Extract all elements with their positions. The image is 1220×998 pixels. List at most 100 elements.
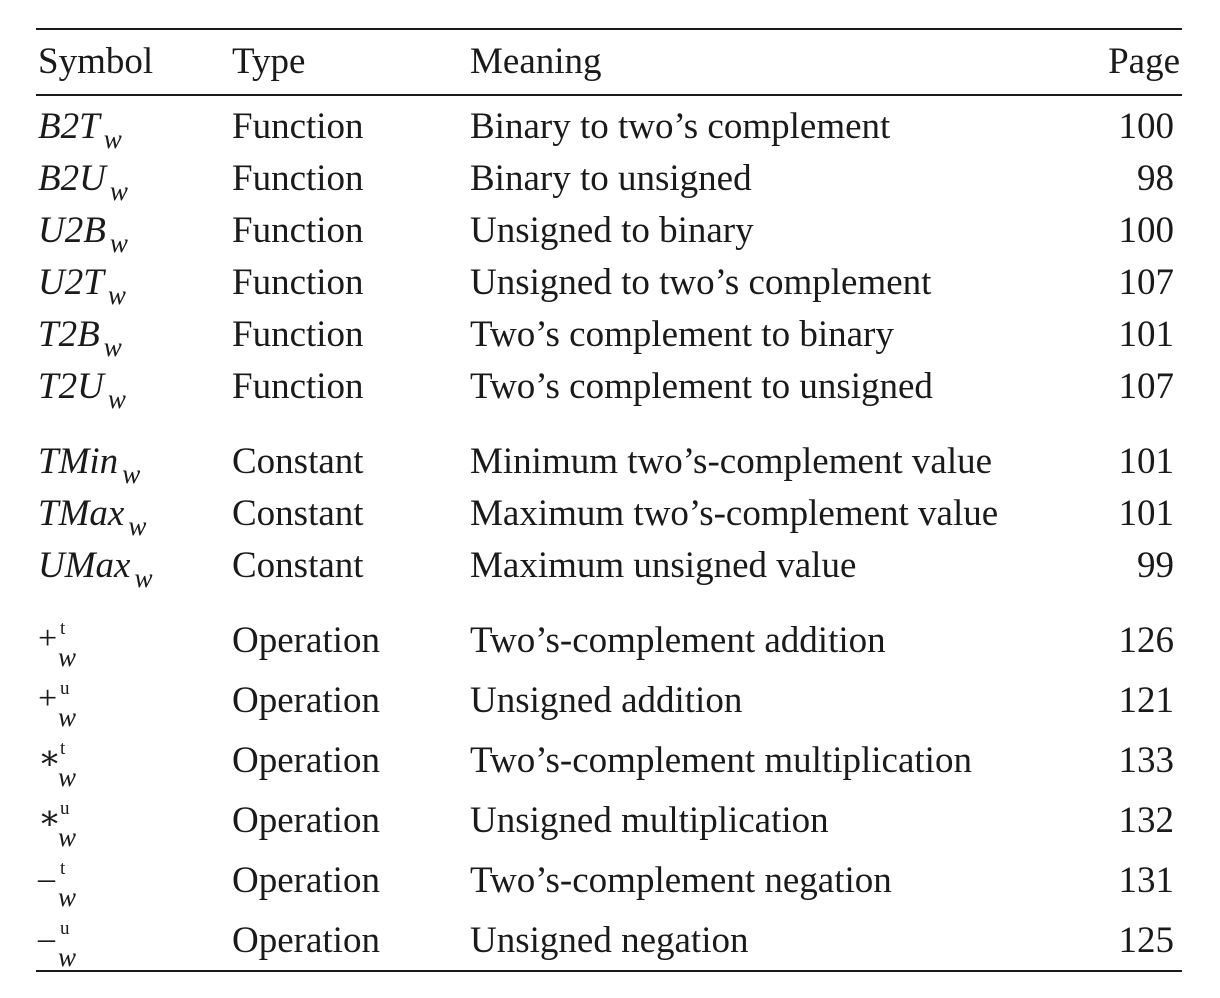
operator-superscript: u: [60, 678, 70, 699]
operator-subscript: w: [58, 822, 77, 852]
page-cell: 101: [1118, 441, 1175, 482]
symbol-name: B2T: [38, 106, 100, 147]
operator-glyph: +: [38, 680, 58, 717]
meaning-cell: Maximum unsigned value: [470, 545, 857, 586]
symbol-subscript: w: [134, 563, 153, 593]
symbol-subscript: w: [122, 459, 141, 489]
table-header-row: Symbol Type Meaning Page: [0, 36, 1220, 88]
meaning-cell: Binary to two’s complement: [470, 106, 891, 147]
table-row: B2T w Function Binary to two’s complement 10…: [0, 101, 1220, 155]
table-row: ∗ t w Operation Two’s-complement multiplicat…: [0, 735, 1220, 792]
type-cell: Function: [232, 262, 364, 303]
symbol-cell: ∗ u w: [38, 795, 98, 862]
meaning-cell: Unsigned multiplication: [470, 800, 829, 841]
symbol-cell: TMin w: [38, 436, 140, 490]
type-cell: Function: [232, 106, 364, 147]
type-cell: Constant: [232, 545, 364, 586]
operator-subscript: w: [58, 942, 77, 972]
header-symbol: Symbol: [38, 41, 154, 82]
meaning-cell: Unsigned addition: [470, 680, 743, 721]
type-cell: Function: [232, 314, 364, 355]
operator-superscript: t: [60, 858, 66, 879]
meaning-cell: Unsigned negation: [470, 920, 749, 961]
operator-superscript: t: [60, 618, 66, 639]
header-type: Type: [232, 41, 306, 82]
symbol-cell: U2T w: [38, 257, 126, 311]
type-cell: Function: [232, 366, 364, 407]
operator-glyph: –: [38, 920, 55, 957]
symbol-subscript: w: [103, 332, 122, 362]
operator-glyph: –: [38, 860, 55, 897]
meaning-cell: Unsigned to two’s complement: [470, 262, 932, 303]
symbol-cell: U2B w: [38, 205, 128, 259]
table-row: T2B w Function Two’s complement to binary 10…: [0, 309, 1220, 362]
operator-superscript: u: [60, 918, 70, 939]
operator-symbol: + u w: [38, 675, 98, 732]
type-cell: Operation: [232, 620, 380, 661]
table-bottom-rule: [36, 970, 1182, 972]
page-cell: 101: [1118, 493, 1175, 534]
table-row: TMax w Constant Maximum two’s-complement va…: [0, 488, 1220, 541]
operator-glyph: +: [38, 620, 58, 657]
operator-symbol: ∗ u w: [38, 795, 98, 852]
operator-glyph: ∗: [38, 800, 62, 837]
symbol-name: T2U: [38, 366, 104, 407]
page-cell: 131: [1118, 860, 1175, 901]
symbol-cell: + u w: [38, 675, 98, 742]
meaning-cell: Two’s-complement multiplication: [470, 740, 972, 781]
meaning-cell: Maximum two’s-complement value: [470, 493, 999, 534]
table-row: U2B w Function Unsigned to binary 100: [0, 205, 1220, 259]
operator-superscript: t: [60, 738, 66, 759]
symbol-subscript: w: [128, 511, 147, 541]
type-cell: Function: [232, 158, 364, 199]
page-cell: 107: [1118, 262, 1175, 303]
table-row: U2T w Function Unsigned to two’s complement…: [0, 257, 1220, 311]
symbol-subscript: w: [109, 228, 128, 258]
symbol-subscript: w: [103, 124, 122, 154]
operator-glyph: ∗: [38, 740, 62, 777]
table-row: TMin w Constant Minimum two’s-complement va…: [0, 436, 1220, 490]
meaning-cell: Two’s complement to binary: [470, 314, 894, 355]
meaning-cell: Minimum two’s-complement value: [470, 441, 993, 482]
symbol-cell: T2U w: [38, 361, 126, 415]
page-cell: 107: [1118, 366, 1175, 407]
symbol-cell: – u w: [38, 915, 98, 982]
type-cell: Operation: [232, 680, 380, 721]
symbol-cell: B2T w: [38, 101, 122, 155]
meaning-cell: Unsigned to binary: [470, 210, 754, 251]
meaning-cell: Two’s-complement addition: [470, 620, 886, 661]
page-cell: 99: [1137, 545, 1174, 586]
symbol-subscript: w: [107, 384, 126, 414]
type-cell: Constant: [232, 493, 364, 534]
meaning-cell: Two’s complement to unsigned: [470, 366, 933, 407]
operator-superscript: u: [60, 798, 70, 819]
symbol-subscript: w: [107, 280, 126, 310]
table-row: – u w Operation Unsigned negation 125: [0, 915, 1220, 972]
type-cell: Operation: [232, 800, 380, 841]
type-cell: Operation: [232, 740, 380, 781]
symbol-name: U2B: [38, 210, 106, 251]
type-cell: Constant: [232, 441, 364, 482]
operator-subscript: w: [58, 642, 77, 672]
symbol-cell: UMax w: [38, 540, 152, 594]
table-row: B2U w Function Binary to unsigned 98: [0, 153, 1220, 207]
meaning-cell: Binary to unsigned: [470, 158, 752, 199]
page-cell: 100: [1118, 106, 1175, 147]
operator-symbol: – u w: [38, 915, 98, 972]
symbol-cell: – t w: [38, 855, 98, 922]
table-row: ∗ u w Operation Unsigned multiplication 132: [0, 795, 1220, 852]
page-cell: 133: [1118, 740, 1175, 781]
symbol-cell: ∗ t w: [38, 735, 98, 802]
symbol-name: TMax: [38, 493, 125, 534]
type-cell: Operation: [232, 920, 380, 961]
symbol-cell: B2U w: [38, 153, 128, 207]
page-cell: 125: [1118, 920, 1175, 961]
table-row: T2U w Function Two’s complement to unsigned…: [0, 361, 1220, 415]
page-cell: 121: [1118, 680, 1175, 721]
table-row: + t w Operation Two’s-complement addition 126: [0, 615, 1220, 672]
symbol-cell: + t w: [38, 615, 98, 682]
symbol-name: U2T: [38, 262, 104, 303]
operator-symbol: ∗ t w: [38, 735, 98, 792]
operator-symbol: + t w: [38, 615, 98, 672]
operator-subscript: w: [58, 702, 77, 732]
